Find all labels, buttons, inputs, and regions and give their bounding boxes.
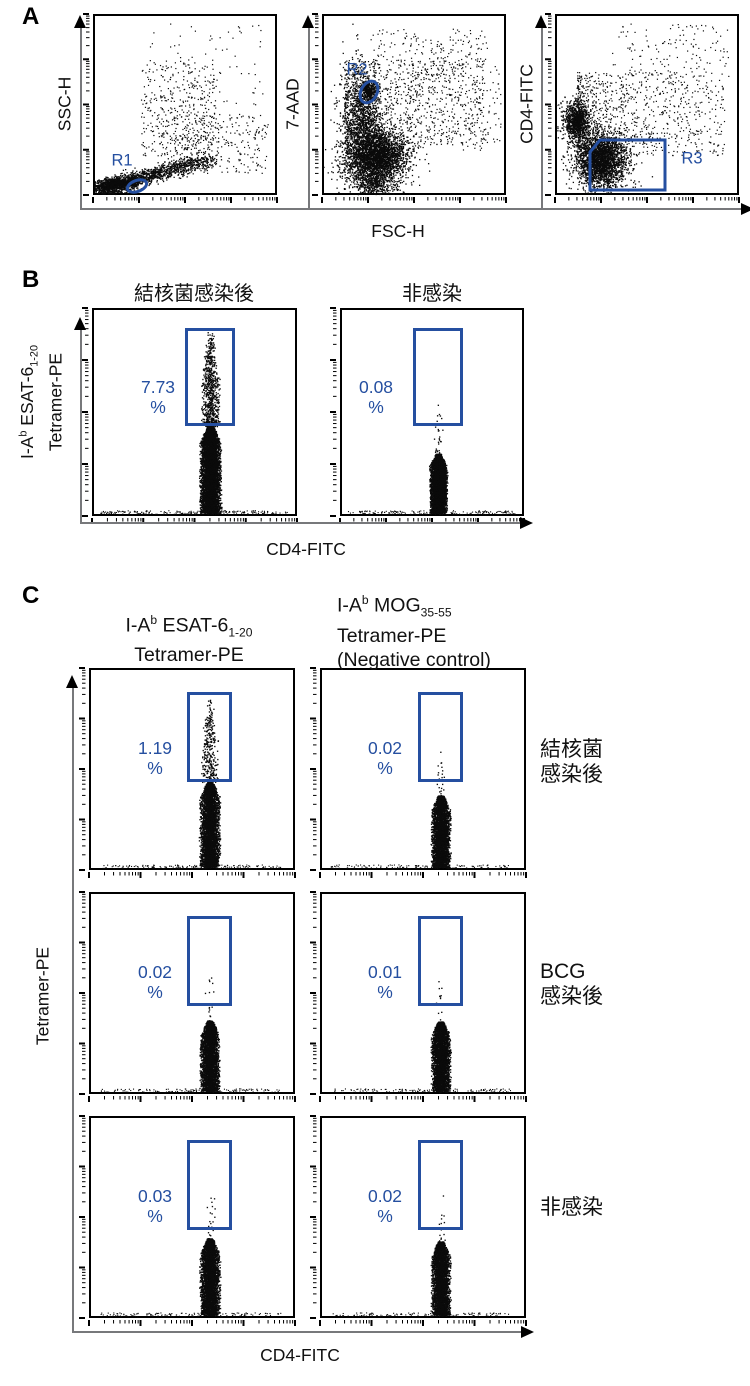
gate-c32 [418, 1140, 463, 1230]
percent-unit: % [377, 982, 393, 1002]
panel-a-xaxis-arrow-icon [741, 203, 750, 215]
gate-label-r1: R1 [111, 151, 133, 170]
panel-a-ylabel-7aad: 7-AAD [282, 78, 303, 130]
panel-b-title-uninfected: 非感染 [402, 283, 462, 305]
percent-value: 0.02 [137, 962, 173, 982]
percent-unit: % [147, 758, 163, 778]
panel-b-xlabel: CD4-FITC [266, 539, 346, 559]
panel-a-xlabel: FSC-H [371, 221, 425, 241]
panel-c-yaxis-line [72, 688, 74, 1333]
col1-header-line2: Tetramer-PE [134, 644, 244, 667]
panel-a-yaxis-arrow-icon-3 [535, 15, 547, 28]
gate-label-r2: R2 [346, 60, 368, 79]
percent-value: 7.73 [140, 377, 176, 397]
gate-c11 [187, 692, 232, 782]
percent-value: 0.01 [367, 962, 403, 982]
panel-c-xlabel: CD4-FITC [260, 1345, 340, 1365]
gate-r1-ellipse [125, 178, 149, 194]
scatter-canvas-b1 [80, 296, 309, 528]
panel-b-xaxis-line [80, 522, 520, 524]
panel-b-ylabel: I-Ab ESAT-61-20 Tetramer-PE [13, 345, 66, 459]
percent-unit: % [147, 982, 163, 1002]
panel-a-yaxis-arrow-icon-2 [302, 15, 314, 28]
gate-percent-c32: 0.02 % [368, 1186, 402, 1226]
gate-c21 [187, 916, 232, 1006]
scatter-canvas-a2 [310, 2, 518, 207]
percent-unit: % [377, 758, 393, 778]
panel-b-yaxis-arrow-icon [74, 317, 86, 330]
gate-c22 [418, 916, 463, 1006]
percent-value: 0.02 [367, 1186, 403, 1206]
gate-percent-c11: 1.19 % [138, 738, 172, 778]
panel-a-ylabel-ssc: SSC-H [54, 76, 75, 132]
panel-b-letter: B [22, 266, 40, 293]
gate-label-r3: R3 [681, 149, 703, 168]
percent-unit: % [377, 1206, 393, 1226]
row-label-tb: 結核菌 感染後 [540, 738, 603, 786]
gate-percent-b2: 0.08 % [359, 377, 393, 417]
panel-a-yaxis-arrow-icon-1 [74, 15, 86, 28]
gate-b2 [413, 328, 463, 426]
gate-r2-ellipse [358, 79, 380, 105]
col2-header-line3: (Negative control) [337, 649, 491, 672]
gate-c31 [187, 1140, 232, 1230]
gate-r3-polygon [588, 138, 667, 192]
scatter-canvas-a3 [543, 2, 750, 207]
panel-b-xaxis-arrow-icon [520, 517, 533, 529]
panel-a-yaxis-line-1 [80, 28, 82, 210]
panel-c-xaxis-arrow-icon [521, 1326, 534, 1338]
col2-header-line1: I-Ab MOG35-55 [337, 593, 452, 620]
gate-percent-c22: 0.01 % [368, 962, 402, 1002]
panel-a-letter: A [22, 3, 40, 30]
percent-unit: % [150, 397, 166, 417]
percent-unit: % [368, 397, 384, 417]
panel-b-ylabel-line1: I-Ab ESAT-61-20 [17, 345, 41, 459]
col2-header-line2: Tetramer-PE [337, 625, 447, 648]
panel-b-yaxis-line [80, 330, 82, 524]
panel-a-ylabel-cd4: CD4-FITC [516, 64, 537, 144]
gate-percent-b1: 7.73 % [141, 377, 175, 417]
panel-c-letter: C [22, 582, 40, 609]
scatter-canvas-a1 [81, 2, 289, 207]
panel-c-col1-header: I-Ab ESAT-61-20 Tetramer-PE [126, 609, 253, 667]
percent-value: 0.02 [367, 738, 403, 758]
panel-c-yaxis-arrow-icon [66, 675, 78, 688]
gate-c12 [418, 692, 463, 782]
panel-c-xaxis-line [72, 1331, 521, 1333]
percent-unit: % [147, 1206, 163, 1226]
percent-value: 0.08 [358, 377, 394, 397]
panel-b-ylabel-line2: Tetramer-PE [45, 352, 66, 452]
row-label-uninfected: 非感染 [540, 1196, 603, 1219]
panel-b-title-infected: 結核菌感染後 [134, 283, 254, 305]
gate-percent-c31: 0.03 % [138, 1186, 172, 1226]
panel-a-yaxis-line-2 [308, 28, 310, 210]
panel-a-xaxis-line [80, 208, 741, 210]
col1-header-line1: I-Ab ESAT-61-20 [125, 613, 253, 640]
percent-value: 1.19 [137, 738, 173, 758]
gate-percent-c21: 0.02 % [138, 962, 172, 1002]
panel-c-ylabel: Tetramer-PE [32, 946, 53, 1046]
panel-c-col2-header: I-Ab MOG35-55 Tetramer-PE (Negative cont… [337, 588, 491, 672]
row-label-bcg: BCG 感染後 [540, 960, 603, 1008]
gate-b1 [185, 328, 235, 426]
percent-value: 0.03 [137, 1186, 173, 1206]
panel-a-yaxis-line-3 [541, 28, 543, 210]
gate-percent-c12: 0.02 % [368, 738, 402, 778]
scatter-canvas-b2 [328, 296, 536, 528]
